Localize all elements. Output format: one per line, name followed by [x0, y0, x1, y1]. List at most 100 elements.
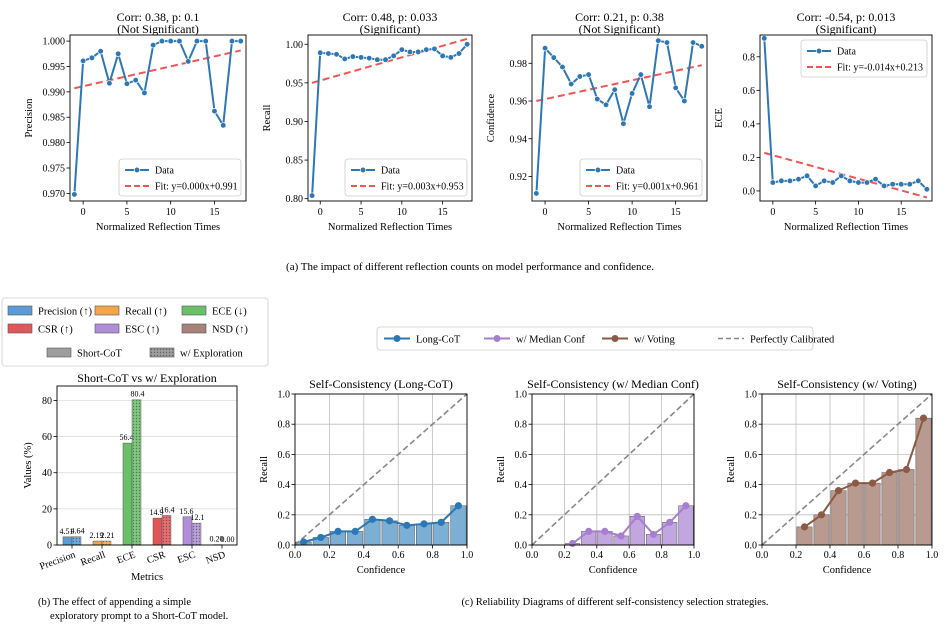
data-point [202, 37, 209, 45]
panel-title: Self-Consistency (w/ Median Conf) [527, 377, 699, 391]
y-tick-label: 0.92 [510, 172, 528, 183]
data-point [325, 50, 332, 57]
data-point [123, 80, 131, 87]
legend-metric-label: Precision (↑) [38, 307, 92, 318]
y-tick-label: 0.2 [278, 510, 291, 521]
data-point [761, 35, 768, 42]
y-tick-label: 0.95 [286, 78, 304, 89]
data-point [594, 95, 601, 103]
x-tick-label: ECE [116, 549, 138, 566]
y-axis-label: Recall [262, 105, 273, 132]
bar-value-label: 0.20 [210, 535, 224, 544]
legend-metric-swatch [181, 305, 207, 316]
data-point [885, 468, 894, 477]
data-point [803, 172, 811, 179]
data-point [366, 55, 373, 62]
x-tick-label: 10 [853, 207, 863, 218]
data-point [778, 177, 785, 185]
reliability-legend-box [376, 326, 814, 351]
y-axis-label: Recall [726, 456, 737, 483]
y-tick-label: 0.80 [286, 194, 304, 205]
y-tick-label: 40 [42, 468, 52, 479]
x-axis-label: Normalized Reflection Times [784, 222, 908, 233]
x-tick-label: 0.8 [892, 550, 905, 561]
x-tick-label: 0.6 [858, 550, 871, 561]
data-point [663, 39, 671, 46]
x-tick-label: 0 [81, 207, 86, 218]
data-point [666, 518, 674, 526]
fit-line [311, 37, 468, 84]
data-point [550, 54, 557, 61]
legend-marker [393, 335, 401, 342]
panel-subtitle: (Not Significant) [579, 22, 661, 36]
y-axis-label: Recall [259, 456, 270, 483]
data-point [906, 181, 913, 188]
y-tick-label: 0.85 [286, 156, 304, 167]
plot-frame [759, 34, 933, 202]
data-point [855, 179, 862, 186]
y-tick-label: 0.98 [510, 59, 528, 70]
panel-subtitle: (Significant) [816, 22, 877, 36]
bar-hatch [102, 541, 111, 545]
bar-hatch [72, 536, 81, 545]
legend-metric-label: ECE (↓) [212, 307, 247, 318]
legend-box [344, 158, 468, 197]
y-tick-label: 0.970 [43, 189, 66, 200]
x-tick-label: CSR [145, 549, 167, 566]
bar-value-label: 2.19 [90, 531, 104, 540]
y-tick-label: 0.6 [745, 450, 758, 461]
reliability-legend: Long-CoT w/ Median Conf w/ Voting Perfectly… [376, 326, 835, 351]
data-point [633, 512, 641, 520]
top-panel-3: Corr: 0.21, p: 0.38(Not Significant) 0 5 10… [486, 10, 708, 233]
data-point [863, 179, 871, 186]
data-point [454, 502, 462, 510]
data-point [115, 50, 122, 57]
plot-frame [294, 393, 468, 546]
series-line [303, 504, 460, 543]
x-axis-label: Normalized Reflection Times [557, 222, 681, 233]
bar-value-label: 12.1 [191, 513, 205, 522]
y-tick-label: 0.2 [515, 510, 528, 521]
perfect-calibration-line [531, 393, 695, 546]
legend-data-label: Data [837, 47, 856, 58]
data-point [585, 71, 592, 78]
data-point [176, 37, 183, 45]
legend-marker [493, 335, 501, 342]
data-point [357, 54, 365, 61]
x-tick-label: 0 [770, 207, 775, 218]
data-point [193, 37, 201, 45]
x-tick-label: 0.0 [289, 550, 302, 561]
x-tick-label: 0 [318, 207, 323, 218]
data-point [317, 533, 325, 542]
y-tick-label: 0.0 [743, 186, 756, 197]
y-tick-label: 0.0 [278, 541, 291, 552]
y-tick-label: 1.00 [286, 40, 304, 51]
plot-frame [761, 393, 933, 546]
legend-fit-label: Fit: y=0.003x+0.953 [381, 182, 464, 193]
x-axis-label: Confidence [589, 565, 638, 576]
data-point [308, 192, 316, 199]
legend-data-marker [359, 166, 367, 174]
x-tick-label: 10 [166, 207, 176, 218]
data-point [106, 80, 113, 87]
legend-metric-swatch [7, 323, 33, 334]
bar-value-label: 4.51 [60, 527, 74, 536]
y-tick-label: 1.0 [515, 390, 528, 401]
reliability-panel-2: Self-Consistency (w/ Median Conf) 0.00.0 0… [496, 377, 700, 576]
x-axis-label: Confidence [823, 565, 872, 576]
y-tick-label: 60 [42, 432, 52, 443]
y-tick-label: 0.6 [278, 450, 291, 461]
legend-box [579, 158, 703, 197]
data-point [602, 101, 610, 108]
panel-title: Corr: 0.21, p: 0.38 [575, 10, 664, 24]
legend-data-label: Data [155, 166, 174, 177]
legend-metric-label: ESC (↑) [125, 325, 160, 336]
data-point [88, 54, 96, 61]
data-point [141, 89, 148, 97]
y-tick-label: 0.0 [515, 541, 528, 552]
data-series-line [535, 39, 703, 194]
data-point [185, 58, 192, 65]
plot-frame [69, 34, 247, 202]
data-point [406, 48, 414, 56]
data-point [398, 46, 405, 53]
